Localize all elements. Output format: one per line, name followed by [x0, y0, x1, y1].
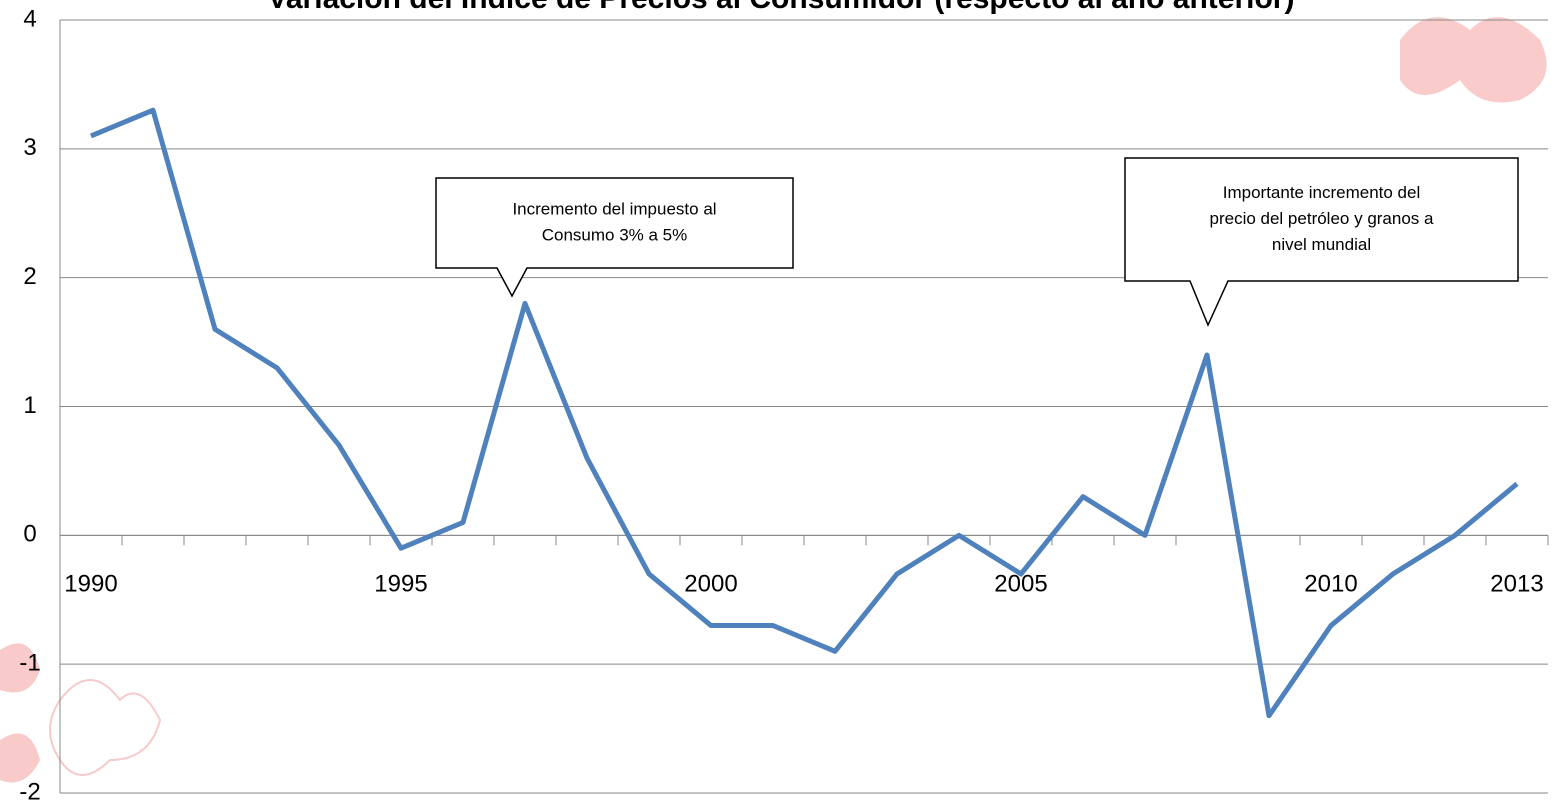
x-tick-label: 1990: [64, 571, 117, 598]
y-tick-label: 2: [23, 263, 36, 290]
line-series: [90, 107, 1519, 719]
annotation: Consumo 3% a 5%: [542, 225, 688, 244]
chart-title: Variación del Índice de Precios al Consu…: [268, 0, 1295, 15]
annotation: Incremento del impuesto al: [512, 199, 716, 218]
y-tick-label: 0: [23, 521, 36, 548]
x-tick-label: 2010: [1304, 571, 1357, 598]
annotation: precio del petróleo y granos a: [1210, 209, 1435, 228]
callout: [1124, 157, 1519, 327]
y-tick-label: -2: [19, 778, 40, 805]
decoration: [0, 17, 1547, 783]
x-tick-label: 1995: [374, 571, 427, 598]
annotation: nivel mundial: [1272, 235, 1371, 254]
y-tick-label: 3: [23, 134, 36, 161]
y-tick-label: 4: [23, 5, 36, 32]
x-tick-label: 2013: [1490, 571, 1543, 598]
callout: [435, 177, 794, 298]
y-tick-label: -1: [19, 650, 40, 677]
y-tick-label: 1: [23, 392, 36, 419]
x-tick-label: 2000: [684, 571, 737, 598]
annotation: Importante incremento del: [1223, 183, 1421, 202]
